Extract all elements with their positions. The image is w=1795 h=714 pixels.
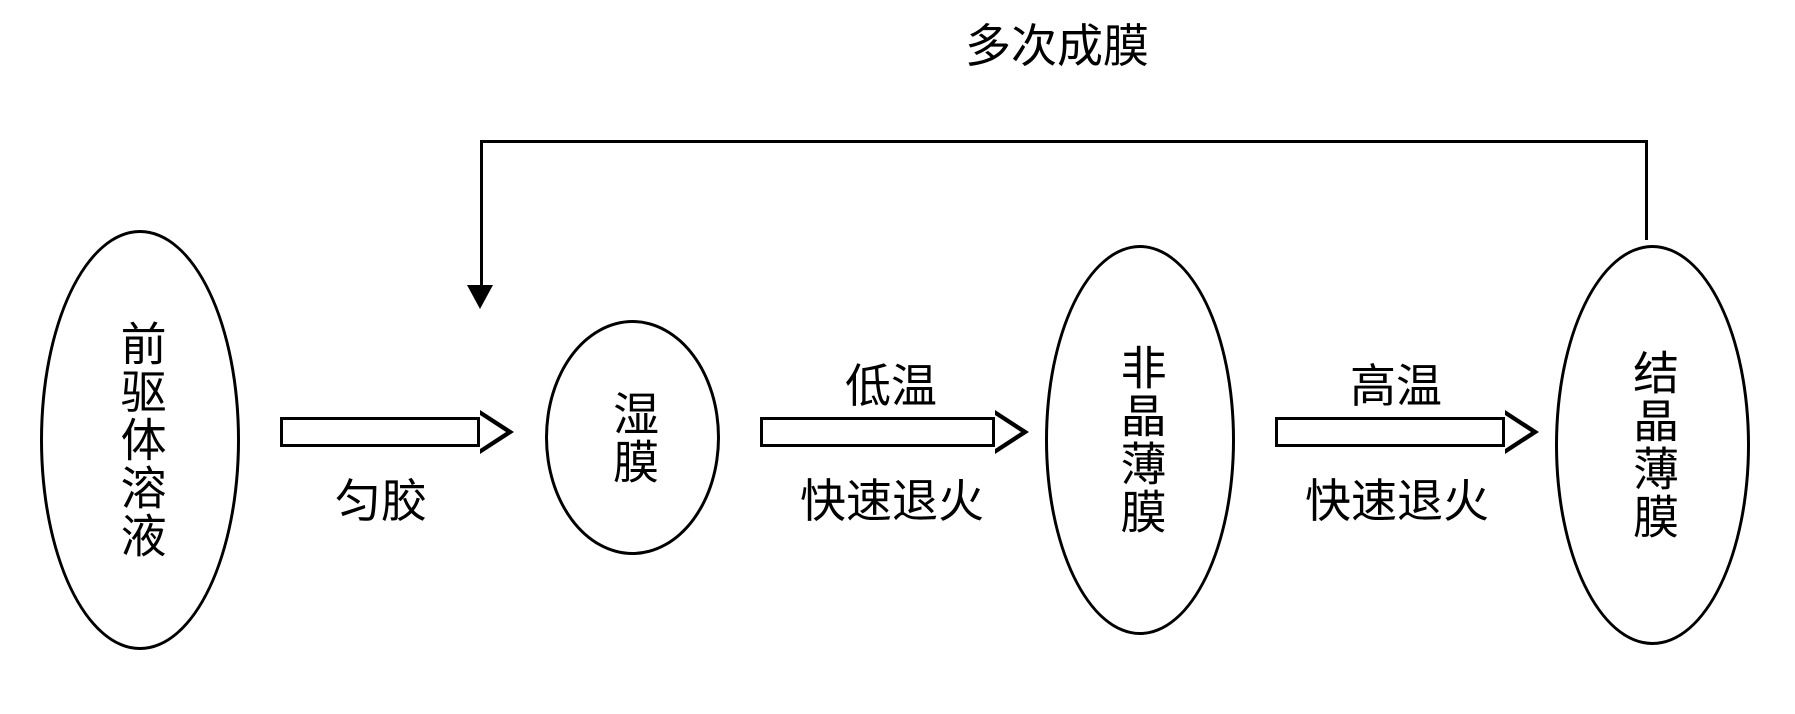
arrow-body: [1275, 417, 1505, 447]
arrow-body: [760, 417, 995, 447]
node-wet-film-label: 湿膜: [605, 390, 660, 486]
arrow-low-temp-anneal: [760, 410, 1029, 454]
node-amorphous-film: 非晶薄膜: [1045, 245, 1235, 635]
node-crystalline-film-label: 结晶薄膜: [1625, 349, 1680, 541]
node-precursor-solution: 前驱体溶液: [40, 230, 240, 650]
arrow2-label-above: 低温: [845, 350, 937, 416]
feedback-line-top-horizontal: [480, 140, 1648, 143]
feedback-line-right-vertical: [1645, 140, 1648, 240]
arrow-body: [280, 417, 480, 447]
node-wet-film: 湿膜: [545, 320, 720, 555]
arrow-spin-coating: [280, 410, 514, 454]
arrow-high-temp-anneal: [1275, 410, 1539, 454]
arrow-head-icon: [995, 410, 1029, 454]
node-precursor-solution-label: 前驱体溶液: [112, 320, 167, 560]
node-amorphous-film-label: 非晶薄膜: [1112, 344, 1167, 536]
arrow-head-icon: [1505, 410, 1539, 454]
arrow2-label-below: 快速退火: [800, 465, 984, 531]
node-crystalline-film: 结晶薄膜: [1555, 245, 1750, 645]
arrow3-label-above: 高温: [1350, 350, 1442, 416]
feedback-label: 多次成膜: [965, 10, 1149, 76]
arrow1-label-below: 匀胶: [335, 465, 427, 531]
feedback-arrowhead-icon: [467, 285, 493, 309]
arrow3-label-below: 快速退火: [1305, 465, 1489, 531]
feedback-line-left-vertical: [480, 140, 483, 285]
arrow-head-icon: [480, 410, 514, 454]
